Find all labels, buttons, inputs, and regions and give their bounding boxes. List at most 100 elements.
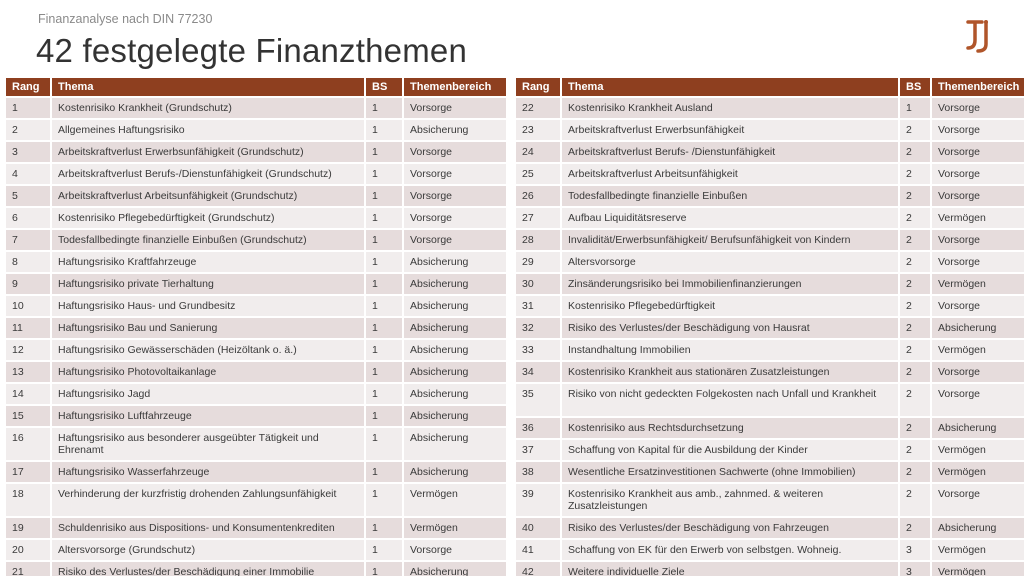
cell-bs: 1	[366, 518, 402, 538]
table-row: 20 Altersvorsorge (Grundschutz) 1 Vorsorge	[6, 540, 506, 560]
topics-table-left: Rang Thema BS Themenbereich 1 Kostenrisik…	[4, 76, 508, 576]
column-header-bs: BS	[366, 78, 402, 96]
table-row: 31 Kostenrisiko Pflegebedürftigkeit 2 Vorso…	[516, 296, 1024, 316]
cell-thema: Schaffung von EK für den Erwerb von selb…	[562, 540, 898, 560]
table-row: 39 Kostenrisiko Krankheit aus amb., zahnm…	[516, 484, 1024, 516]
cell-themenbereich: Vorsorge	[932, 98, 1024, 118]
table-row: 1 Kostenrisiko Krankheit (Grundschutz) 1 Vo…	[6, 98, 506, 118]
cell-themenbereich: Absicherung	[404, 120, 506, 140]
cell-thema: Arbeitskraftverlust Erwerbsunfähigkeit	[562, 120, 898, 140]
cell-thema: Haftungsrisiko Bau und Sanierung	[52, 318, 364, 338]
cell-thema: Arbeitskraftverlust Arbeitsunfähigkeit (…	[52, 186, 364, 206]
cell-bs: 1	[366, 340, 402, 360]
cell-themenbereich: Vermögen	[932, 208, 1024, 228]
cell-bs: 2	[900, 186, 930, 206]
cell-thema: Risiko des Verlustes/der Beschädigung vo…	[562, 518, 898, 538]
cell-rang: 17	[6, 462, 50, 482]
cell-rang: 32	[516, 318, 560, 338]
cell-thema: Kostenrisiko Pflegebedürftigkeit (Grunds…	[52, 208, 364, 228]
cell-rang: 29	[516, 252, 560, 272]
cell-rang: 21	[6, 562, 50, 576]
cell-bs: 1	[366, 296, 402, 316]
cell-rang: 16	[6, 428, 50, 460]
cell-themenbereich: Vorsorge	[932, 362, 1024, 382]
cell-thema: Haftungsrisiko Kraftfahrzeuge	[52, 252, 364, 272]
cell-rang: 19	[6, 518, 50, 538]
cell-bs: 3	[900, 540, 930, 560]
table-row: 30 Zinsänderungsrisiko bei Immobilienfina…	[516, 274, 1024, 294]
topics-table-right: Rang Thema BS Themenbereich 22 Kostenrisi…	[514, 76, 1024, 576]
cell-thema: Haftungsrisiko Luftfahrzeuge	[52, 406, 364, 426]
cell-bs: 2	[900, 252, 930, 272]
cell-thema: Altersvorsorge	[562, 252, 898, 272]
cell-thema: Risiko des Verlustes/der Beschädigung ei…	[52, 562, 364, 576]
table-row: 19 Schuldenrisiko aus Dispositions- und K…	[6, 518, 506, 538]
table-row: 15 Haftungsrisiko Luftfahrzeuge 1 Absicheru…	[6, 406, 506, 426]
table-header-row: Rang Thema BS Themenbereich	[516, 78, 1024, 96]
cell-themenbereich: Vorsorge	[932, 296, 1024, 316]
cell-bs: 2	[900, 120, 930, 140]
cell-themenbereich: Absicherung	[404, 406, 506, 426]
cell-rang: 23	[516, 120, 560, 140]
cell-bs: 1	[366, 562, 402, 576]
cell-themenbereich: Vermögen	[932, 562, 1024, 576]
cell-rang: 5	[6, 186, 50, 206]
table-row: 41 Schaffung von EK für den Erwerb von se…	[516, 540, 1024, 560]
cell-bs: 1	[366, 186, 402, 206]
cell-thema: Instandhaltung Immobilien	[562, 340, 898, 360]
cell-themenbereich: Vorsorge	[404, 540, 506, 560]
table-row: 21 Risiko des Verlustes/der Beschädigung …	[6, 562, 506, 576]
cell-rang: 8	[6, 252, 50, 272]
cell-thema: Zinsänderungsrisiko bei Immobilienfinanz…	[562, 274, 898, 294]
cell-themenbereich: Absicherung	[932, 418, 1024, 438]
page-title: 42 festgelegte Finanzthemen	[36, 32, 468, 69]
cell-thema: Haftungsrisiko Gewässerschäden (Heizölta…	[52, 340, 364, 360]
column-header-rang: Rang	[6, 78, 50, 96]
table-row: 14 Haftungsrisiko Jagd 1 Absicherung	[6, 384, 506, 404]
cell-themenbereich: Absicherung	[404, 340, 506, 360]
cell-rang: 10	[6, 296, 50, 316]
cell-thema: Schaffung von Kapital für die Ausbildung…	[562, 440, 898, 460]
cell-bs: 1	[366, 252, 402, 272]
cell-thema: Haftungsrisiko Jagd	[52, 384, 364, 404]
cell-themenbereich: Vermögen	[404, 518, 506, 538]
cell-rang: 33	[516, 340, 560, 360]
cell-themenbereich: Vorsorge	[932, 384, 1024, 416]
cell-themenbereich: Vorsorge	[932, 230, 1024, 250]
cell-rang: 36	[516, 418, 560, 438]
cell-themenbereich: Vorsorge	[404, 186, 506, 206]
cell-rang: 39	[516, 484, 560, 516]
cell-thema: Arbeitskraftverlust Erwerbsunfähigkeit (…	[52, 142, 364, 162]
table-row: 8 Haftungsrisiko Kraftfahrzeuge 1 Absicheru…	[6, 252, 506, 272]
cell-thema: Aufbau Liquiditätsreserve	[562, 208, 898, 228]
cell-themenbereich: Absicherung	[404, 562, 506, 576]
cell-themenbereich: Vorsorge	[932, 120, 1024, 140]
cell-themenbereich: Vorsorge	[404, 230, 506, 250]
cell-rang: 13	[6, 362, 50, 382]
cell-rang: 26	[516, 186, 560, 206]
cell-themenbereich: Absicherung	[404, 428, 506, 460]
cell-rang: 2	[6, 120, 50, 140]
table-row: 17 Haftungsrisiko Wasserfahrzeuge 1 Absiche…	[6, 462, 506, 482]
cell-themenbereich: Vorsorge	[404, 164, 506, 184]
cell-rang: 24	[516, 142, 560, 162]
cell-bs: 2	[900, 384, 930, 416]
cell-bs: 1	[900, 98, 930, 118]
table-body-right: 22 Kostenrisiko Krankheit Ausland 1 Vorsorg…	[516, 98, 1024, 576]
cell-rang: 38	[516, 462, 560, 482]
cell-bs: 2	[900, 418, 930, 438]
table-row: 2 Allgemeines Haftungsrisiko 1 Absicherung	[6, 120, 506, 140]
cell-thema: Wesentliche Ersatzinvestitionen Sachwert…	[562, 462, 898, 482]
cell-themenbereich: Absicherung	[404, 252, 506, 272]
cell-rang: 6	[6, 208, 50, 228]
table-row: 3 Arbeitskraftverlust Erwerbsunfähigkeit …	[6, 142, 506, 162]
cell-rang: 35	[516, 384, 560, 416]
cell-themenbereich: Absicherung	[932, 518, 1024, 538]
cell-thema: Kostenrisiko Krankheit Ausland	[562, 98, 898, 118]
cell-thema: Haftungsrisiko aus besonderer ausgeübter…	[52, 428, 364, 460]
table-row: 24 Arbeitskraftverlust Berufs- /Dienstunf…	[516, 142, 1024, 162]
table-row: 26 Todesfallbedingte finanzielle Einbußen…	[516, 186, 1024, 206]
table-row: 35 Risiko von nicht gedeckten Folgekosten…	[516, 384, 1024, 416]
cell-rang: 11	[6, 318, 50, 338]
cell-rang: 18	[6, 484, 50, 516]
